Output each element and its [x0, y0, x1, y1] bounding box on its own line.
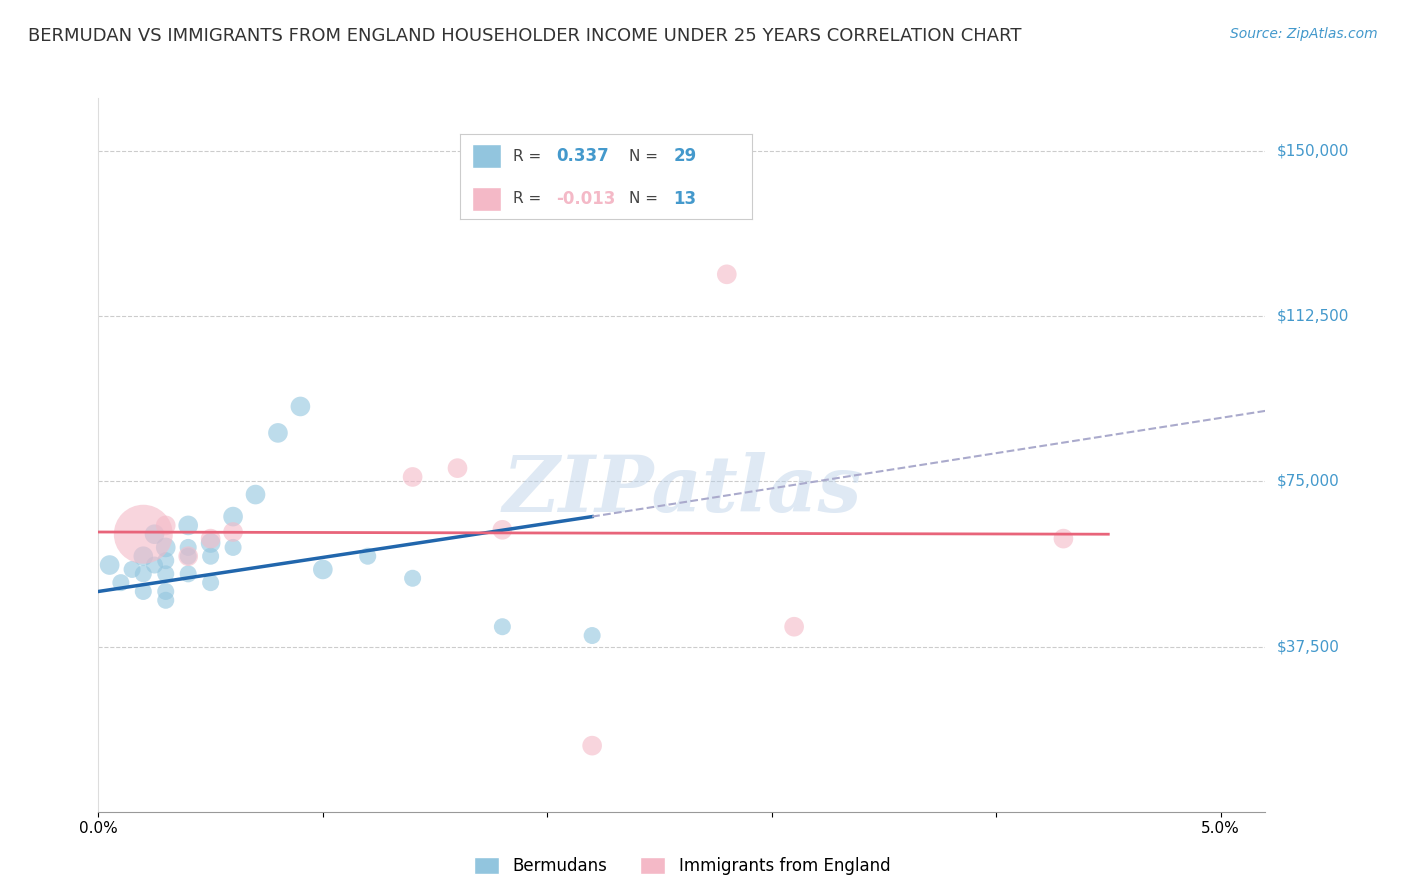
- Point: [581, 628, 603, 642]
- Legend: Bermudans, Immigrants from England: Bermudans, Immigrants from England: [467, 850, 897, 882]
- Point: [155, 566, 177, 581]
- Point: [222, 541, 245, 555]
- Point: [177, 541, 200, 555]
- Point: [155, 593, 177, 607]
- Point: [155, 518, 177, 533]
- Point: [290, 400, 312, 414]
- Text: N =: N =: [630, 149, 658, 163]
- Point: [267, 425, 290, 440]
- Point: [98, 558, 121, 572]
- Point: [716, 268, 738, 282]
- Point: [222, 524, 245, 539]
- Point: [581, 739, 603, 753]
- Point: [132, 566, 155, 581]
- Point: [200, 536, 222, 550]
- Point: [401, 470, 423, 484]
- Point: [200, 549, 222, 564]
- Point: [132, 549, 155, 564]
- Text: ZIPatlas: ZIPatlas: [502, 452, 862, 529]
- Point: [155, 554, 177, 568]
- Point: [491, 620, 513, 634]
- Text: $75,000: $75,000: [1277, 474, 1340, 489]
- Text: R =: R =: [513, 149, 541, 163]
- Text: $150,000: $150,000: [1277, 144, 1348, 159]
- Point: [357, 549, 380, 564]
- Point: [200, 532, 222, 546]
- Text: BERMUDAN VS IMMIGRANTS FROM ENGLAND HOUSEHOLDER INCOME UNDER 25 YEARS CORRELATIO: BERMUDAN VS IMMIGRANTS FROM ENGLAND HOUS…: [28, 27, 1022, 45]
- Point: [200, 575, 222, 590]
- Point: [245, 487, 267, 501]
- Point: [177, 549, 200, 564]
- Point: [121, 562, 143, 576]
- Point: [177, 518, 200, 533]
- Text: R =: R =: [513, 192, 541, 206]
- Text: 29: 29: [673, 147, 696, 165]
- Point: [132, 527, 155, 541]
- Text: Source: ZipAtlas.com: Source: ZipAtlas.com: [1230, 27, 1378, 41]
- Point: [143, 527, 166, 541]
- Text: 0.337: 0.337: [557, 147, 609, 165]
- Point: [155, 541, 177, 555]
- Point: [155, 584, 177, 599]
- Point: [177, 566, 200, 581]
- Point: [783, 620, 806, 634]
- Point: [132, 584, 155, 599]
- Point: [110, 575, 132, 590]
- Point: [312, 562, 335, 576]
- Text: $37,500: $37,500: [1277, 639, 1340, 654]
- Text: 13: 13: [673, 190, 696, 208]
- Point: [222, 509, 245, 524]
- Point: [446, 461, 468, 475]
- FancyBboxPatch shape: [472, 187, 501, 211]
- Text: $112,500: $112,500: [1277, 309, 1348, 324]
- FancyBboxPatch shape: [472, 145, 501, 168]
- Point: [1052, 532, 1074, 546]
- Text: N =: N =: [630, 192, 658, 206]
- Point: [143, 558, 166, 572]
- Point: [491, 523, 513, 537]
- Text: -0.013: -0.013: [557, 190, 616, 208]
- Point: [177, 549, 200, 564]
- Point: [401, 571, 423, 585]
